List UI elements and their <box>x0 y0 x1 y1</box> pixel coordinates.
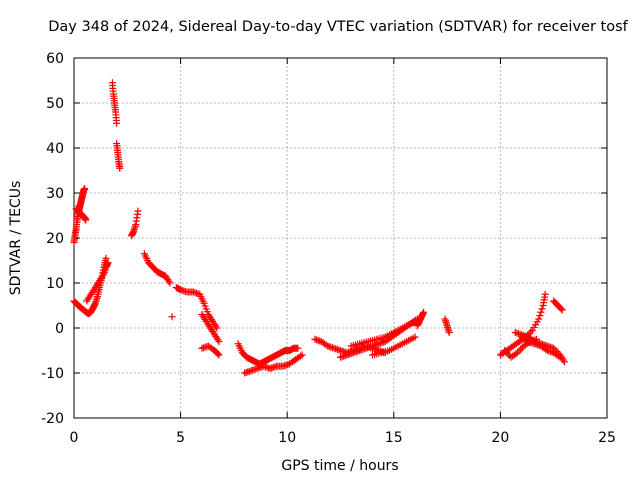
data-point <box>536 312 544 320</box>
y-tick-label: 10 <box>46 276 64 292</box>
axis-ticks: 0 5 10 15 20 25 -20 -10 0 10 20 30 40 50 60 <box>41 51 616 446</box>
data-point <box>213 324 221 332</box>
data-point <box>113 119 121 127</box>
x-tick-label: 20 <box>491 430 509 446</box>
x-tick-label: 15 <box>385 430 403 446</box>
x-tick-label: 0 <box>70 430 79 446</box>
series-tosf-m <box>234 340 302 368</box>
data-point <box>535 315 543 323</box>
data-point <box>445 329 453 336</box>
data-point <box>537 308 545 316</box>
series-tosf-k <box>198 311 223 345</box>
data-point <box>99 272 107 280</box>
y-tick-label: 60 <box>46 51 64 67</box>
series-tosf-x <box>518 333 564 361</box>
series-tosf-j <box>172 284 221 332</box>
y-tick-label: 40 <box>46 141 64 157</box>
data-point <box>212 322 220 330</box>
series-tosf-r <box>368 333 419 359</box>
data-point <box>215 351 223 359</box>
y-tick-label: -10 <box>41 366 64 382</box>
series-tosf-n <box>241 351 306 377</box>
y-tick-label: 30 <box>46 186 64 202</box>
data-point <box>523 336 531 344</box>
data-point <box>538 305 546 313</box>
data-point <box>214 350 222 358</box>
series-tosf-y <box>550 297 566 314</box>
series-tosf-s <box>413 308 428 330</box>
data-point <box>541 290 549 298</box>
data-point <box>527 328 535 336</box>
data-point <box>504 350 512 358</box>
data-point <box>420 308 428 316</box>
x-tick-label: 10 <box>278 430 296 446</box>
series-tosf-f <box>113 140 124 172</box>
data-point <box>560 358 568 366</box>
data-point <box>165 277 173 285</box>
series-tosf-c <box>72 205 90 224</box>
data-point <box>102 254 110 262</box>
series-tosf-d <box>83 259 112 305</box>
grid <box>74 58 607 418</box>
data-point <box>554 352 562 360</box>
data-point <box>298 351 306 359</box>
data-point <box>557 305 565 313</box>
data-point <box>82 216 90 224</box>
data-point <box>294 344 302 352</box>
data-point <box>411 333 419 341</box>
series-tosf-e <box>108 79 121 127</box>
series-tosf-g <box>128 207 142 240</box>
data-point <box>116 164 124 172</box>
data-point <box>104 259 112 267</box>
y-tick-label: 20 <box>46 231 64 247</box>
series-tosf-t <box>441 315 453 336</box>
data-point <box>166 279 174 287</box>
x-axis-label: GPS time / hours <box>281 458 398 474</box>
data-point <box>513 349 521 357</box>
data-point <box>517 345 525 353</box>
series-tosf-h <box>140 250 174 287</box>
y-tick-label: -20 <box>41 411 64 427</box>
data-point <box>556 353 564 361</box>
data-point <box>558 306 566 314</box>
data-points <box>70 79 568 377</box>
data-point <box>215 338 223 345</box>
x-tick-label: 5 <box>176 430 185 446</box>
data-point <box>134 207 142 215</box>
data-point <box>501 347 509 354</box>
series-tosf-u <box>496 290 549 359</box>
data-point <box>515 347 523 355</box>
series-tosf-l <box>198 342 223 359</box>
series-tosf-i <box>168 313 176 321</box>
data-point <box>297 352 305 360</box>
data-point <box>502 348 510 356</box>
data-point <box>214 336 222 344</box>
y-axis-label: SDTVAR / TECUs <box>8 181 24 296</box>
x-tick-label: 25 <box>598 430 616 446</box>
data-point <box>168 313 176 321</box>
series-tosf-a <box>70 254 110 318</box>
data-point <box>81 185 89 192</box>
y-tick-label: 0 <box>55 321 64 337</box>
data-point <box>542 345 550 353</box>
chart-title: Day 348 of 2024, Sidereal Day-to-day VTE… <box>48 19 628 35</box>
y-tick-label: 50 <box>46 96 64 112</box>
data-point <box>322 341 330 349</box>
